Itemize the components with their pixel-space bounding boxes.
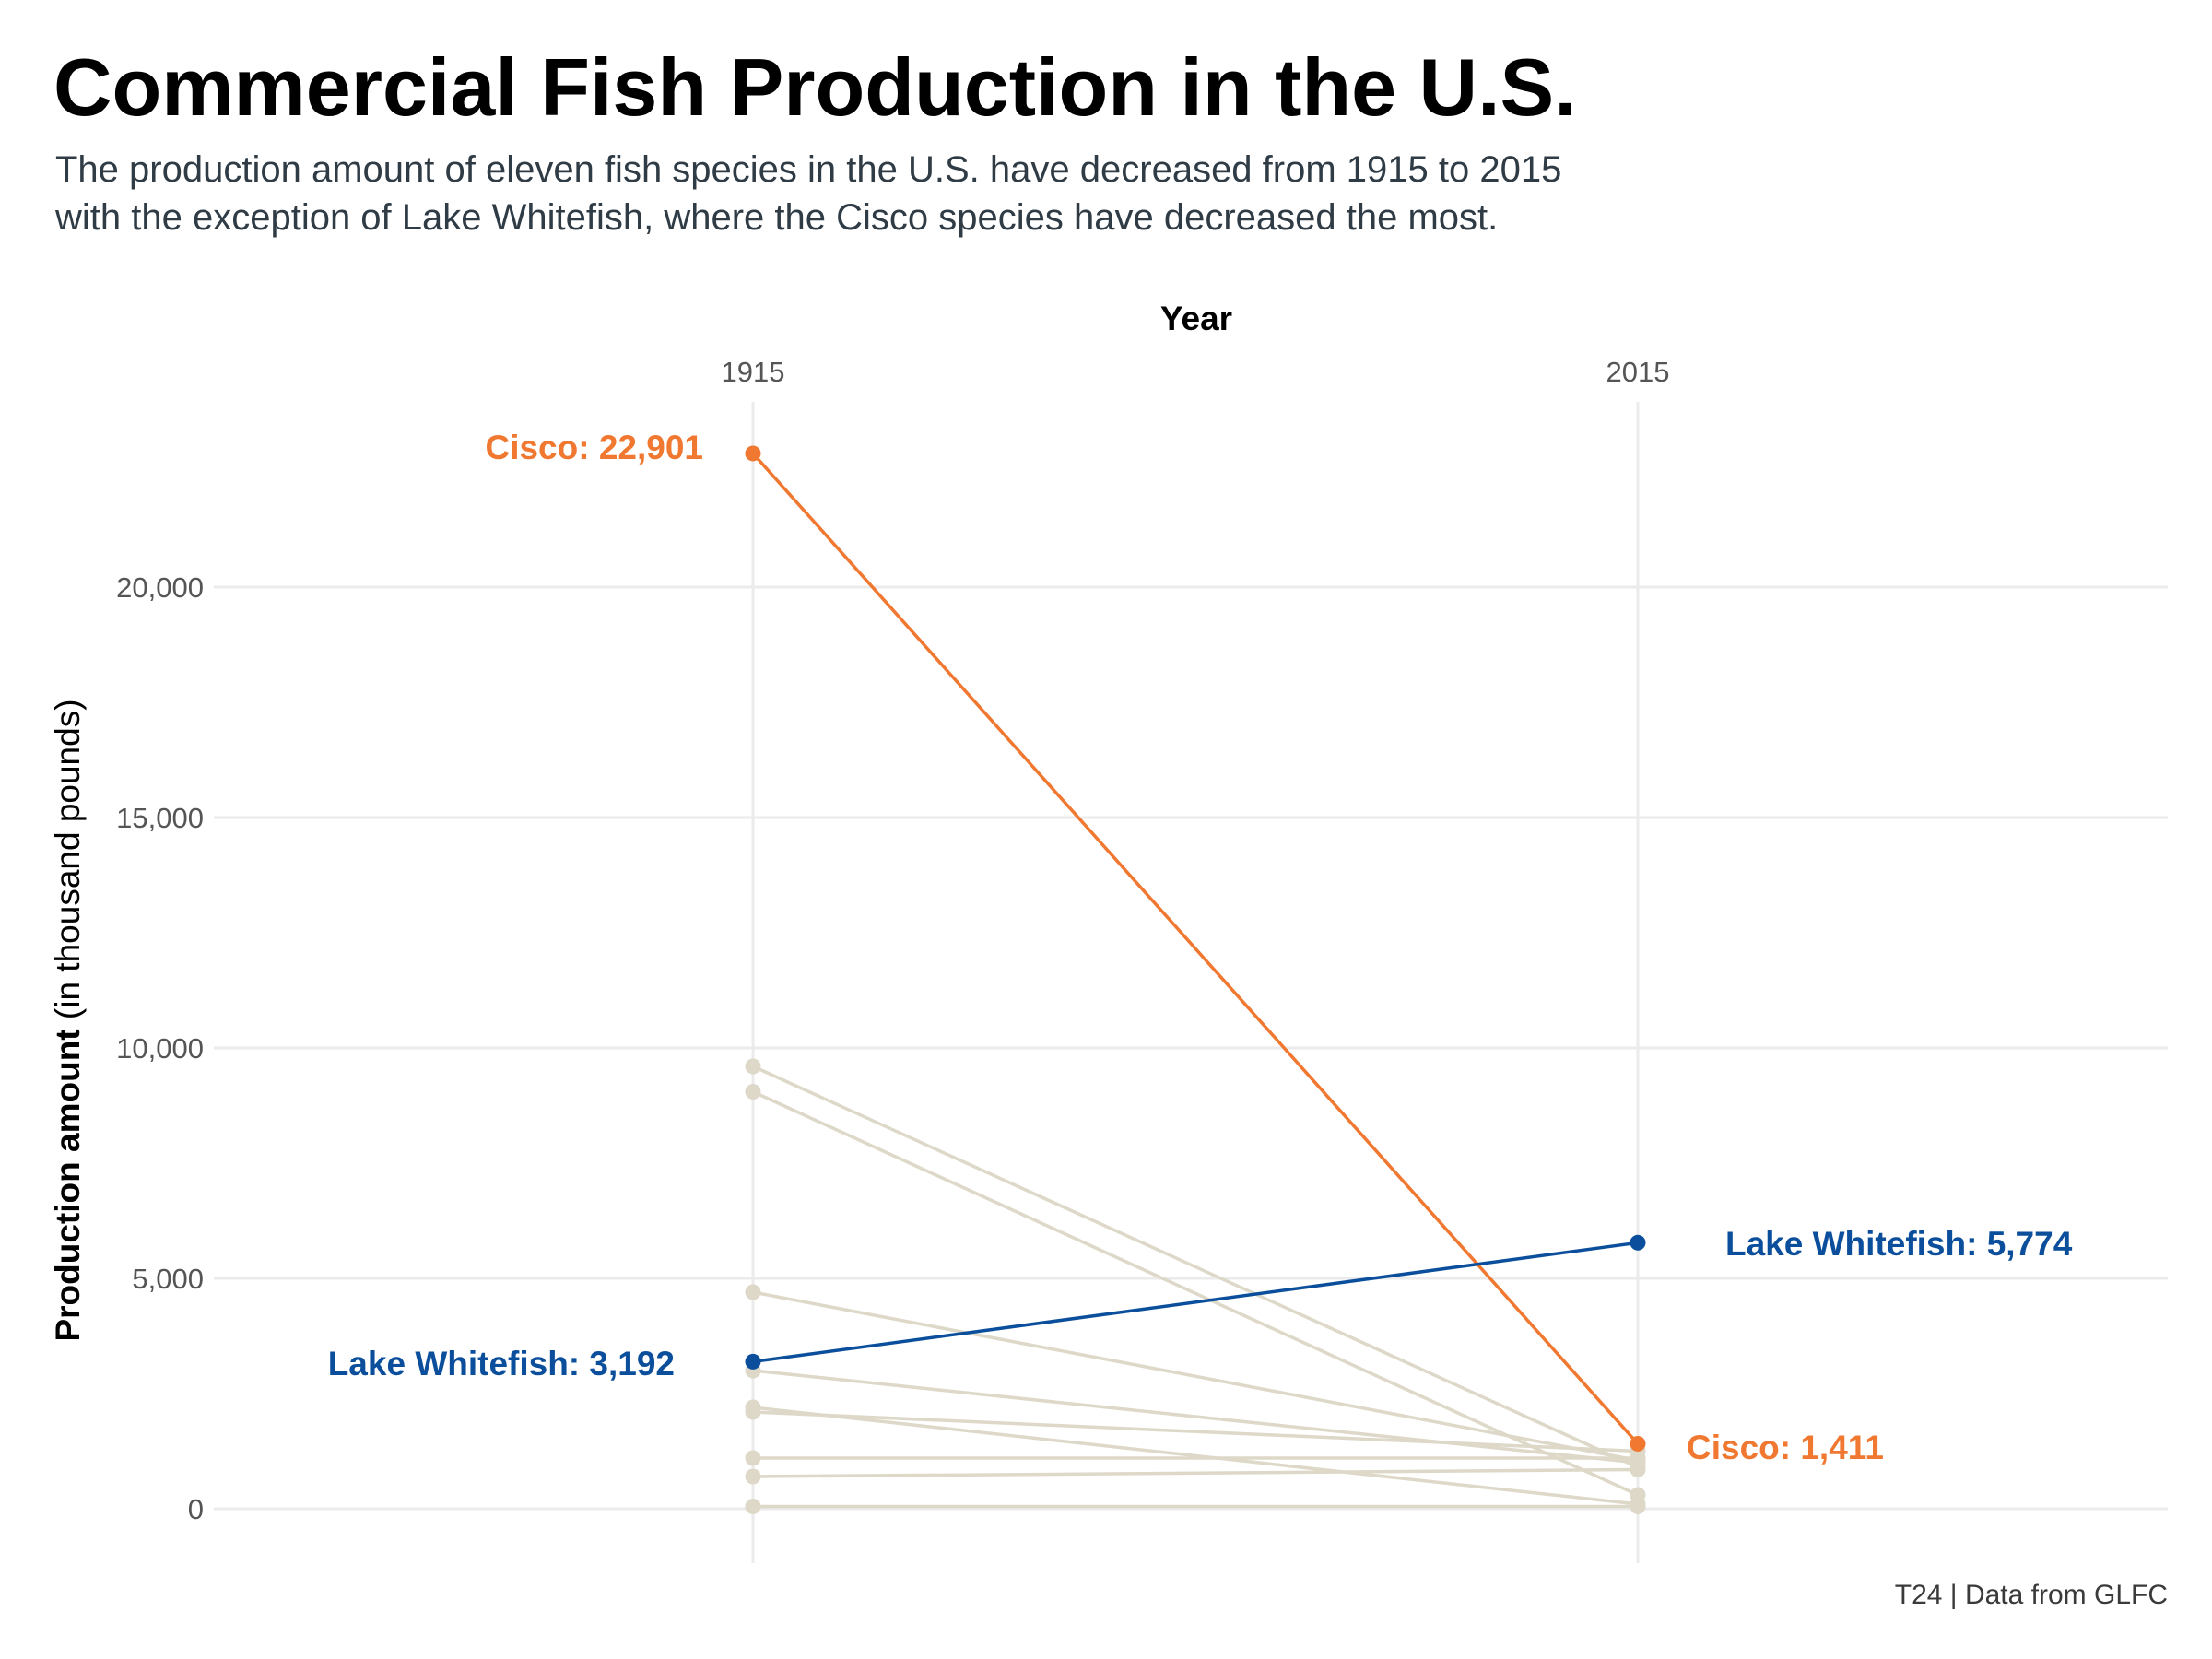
series-line-muted	[752, 1065, 1639, 1469]
y-axis-title-bold: Production amount	[49, 1029, 87, 1341]
data-point-cisco-2015	[1630, 1435, 1646, 1452]
data-point-muted-1915	[745, 1450, 761, 1466]
data-point-muted-1915	[745, 1084, 761, 1100]
x-tick-label: 1915	[722, 356, 785, 388]
y-tick-label: 20,000	[116, 571, 204, 604]
label-cisco-1915: Cisco: 22,901	[485, 429, 703, 466]
y-tick-label: 15,000	[116, 802, 204, 834]
data-labels: Cisco: 22,901 Cisco: 1,411 Lake Whitefish:…	[328, 429, 2073, 1466]
x-tick-label: 2015	[1606, 356, 1670, 388]
data-point-muted-1915	[745, 1499, 761, 1514]
data-point-cisco-1915	[745, 445, 761, 462]
chart-subtitle-line-1: The production amount of eleven fish spe…	[55, 149, 1562, 190]
data-point-lake-whitefish-1915	[745, 1353, 761, 1370]
x-axis-title: Year	[1160, 300, 1232, 337]
label-cisco-2015: Cisco: 1,411	[1687, 1429, 1884, 1466]
grid-lines	[214, 402, 2168, 1563]
label-lake-whitefish-2015: Lake Whitefish: 5,774	[1725, 1225, 2073, 1263]
series-line-muted	[752, 1290, 1639, 1463]
data-point-muted-1915	[745, 1284, 761, 1300]
series-line-muted	[752, 1369, 1639, 1465]
y-tick-label: 0	[188, 1493, 204, 1525]
data-point-muted-1915	[745, 1058, 761, 1075]
series-line-muted	[752, 1406, 1639, 1506]
chart-subtitle-line-2: with the exception of Lake Whitefish, wh…	[55, 197, 1499, 238]
data-points	[745, 445, 1646, 1514]
series-line-muted	[752, 1089, 1639, 1497]
label-lake-whitefish-1915: Lake Whitefish: 3,192	[328, 1345, 675, 1382]
chart-caption: T24 | Data from GLFC	[1894, 1580, 2168, 1610]
y-axis-title-rest: (in thousand pounds)	[49, 699, 87, 1029]
series-line-cisco	[751, 452, 1640, 1445]
y-axis-title: Production amount (in thousand pounds)	[49, 699, 87, 1341]
series-line-lake-whitefish	[752, 1241, 1639, 1364]
data-point-muted-2015	[1630, 1462, 1646, 1477]
data-point-muted-1915	[745, 1404, 761, 1420]
data-point-lake-whitefish-2015	[1630, 1234, 1646, 1251]
chart-title: Commercial Fish Production in the U.S.	[53, 41, 1577, 133]
data-point-muted-2015	[1630, 1499, 1646, 1514]
series-line-muted	[752, 1467, 1639, 1478]
series-lines	[751, 452, 1640, 1509]
y-tick-label: 10,000	[116, 1032, 204, 1065]
data-point-muted-1915	[745, 1468, 761, 1485]
data-point-muted-2015	[1630, 1450, 1646, 1466]
y-axis-ticks: 0 5,000 10,000 15,000 20,000	[116, 571, 204, 1525]
x-axis-ticks: 1915 2015	[722, 356, 1670, 388]
series-line-muted	[752, 1410, 1639, 1453]
y-tick-label: 5,000	[132, 1263, 204, 1295]
